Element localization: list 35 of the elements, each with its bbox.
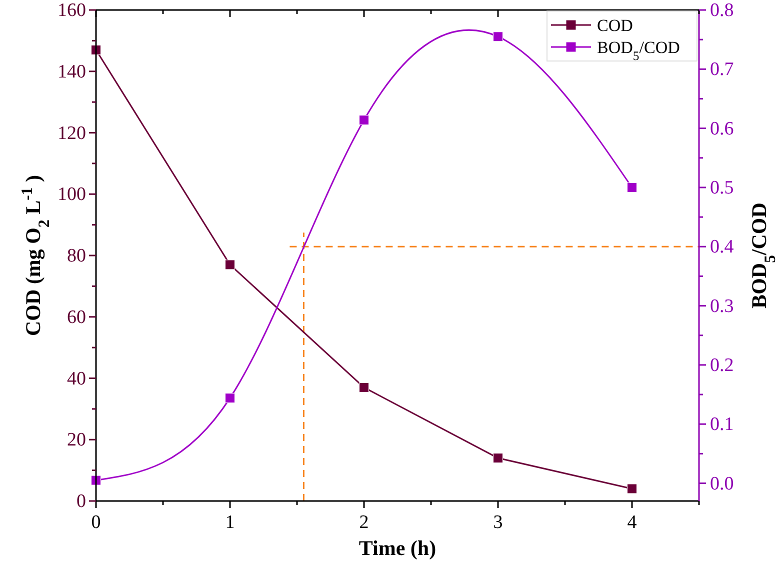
point [627, 484, 637, 494]
point [627, 182, 637, 192]
y2-tick-label: 0.2 [710, 354, 734, 376]
x-tick-label: 0 [91, 512, 101, 533]
x-tick-label: 2 [359, 512, 369, 533]
x-tick-label: 3 [493, 512, 503, 533]
y-tick-label: 120 [58, 122, 86, 144]
legend-label: BOD$_{5}$/COD [597, 38, 680, 63]
y2-tick-label: 0.1 [710, 414, 734, 436]
x-tick-label: 1 [225, 512, 235, 533]
y2-tick-label: 0.0 [710, 473, 734, 494]
point [359, 115, 369, 126]
y2-tick-label: 0.5 [710, 177, 734, 198]
point [91, 475, 101, 486]
y2-tick-label: 0.8 [710, 0, 734, 21]
point [359, 382, 369, 392]
y2-tick-label: 0.7 [710, 59, 734, 80]
y-tick-label: 40 [67, 368, 86, 390]
point [225, 260, 235, 270]
y-tick-label: 20 [67, 430, 86, 451]
y-tick-label: 60 [67, 306, 86, 328]
y-tick-label: 0 [76, 491, 86, 512]
x-tick-label: 4 [627, 512, 638, 533]
y2-tick-label: 0.3 [710, 296, 734, 317]
y-tick-label: 100 [58, 184, 86, 206]
legend-label: COD [597, 16, 633, 35]
point [493, 32, 503, 42]
y-tick-label: 80 [67, 246, 86, 266]
point [493, 453, 503, 464]
x-axis-title: Time (h) [358, 536, 436, 560]
y-tick-label: 160 [58, 0, 86, 21]
y-tick-label: 140 [58, 61, 86, 82]
point [225, 393, 235, 404]
y2-tick-label: 0.6 [710, 118, 734, 140]
y2-tick-label: 0.4 [710, 236, 734, 258]
